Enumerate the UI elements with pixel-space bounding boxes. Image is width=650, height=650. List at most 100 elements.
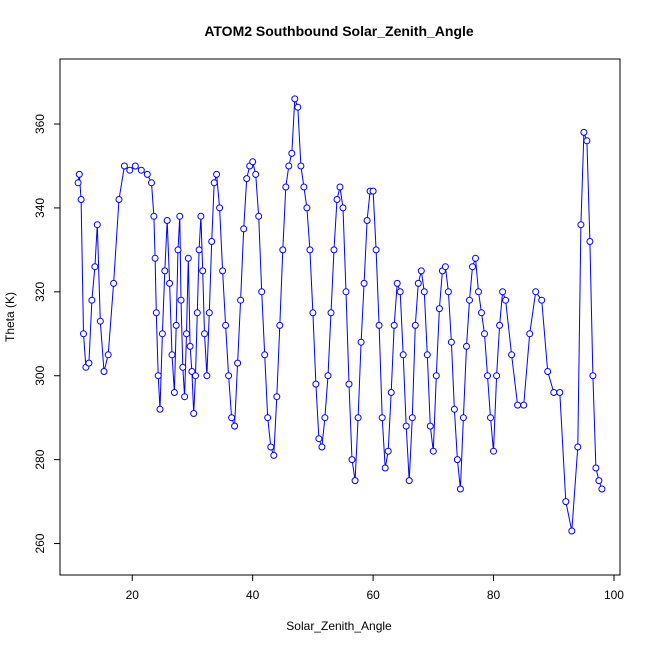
data-point bbox=[255, 212, 263, 220]
data-point bbox=[339, 204, 347, 212]
chart-title: ATOM2 Southbound Solar_Zenith_Angle bbox=[204, 23, 474, 39]
data-point bbox=[330, 246, 338, 254]
data-point bbox=[279, 246, 287, 254]
data-point bbox=[303, 204, 311, 212]
data-point bbox=[496, 321, 504, 329]
data-point bbox=[514, 401, 522, 409]
data-point bbox=[532, 288, 540, 296]
data-point bbox=[342, 288, 350, 296]
data-point bbox=[360, 279, 368, 287]
data-point bbox=[363, 217, 371, 224]
data-point bbox=[520, 401, 528, 409]
data-point bbox=[186, 342, 194, 350]
data-point bbox=[502, 296, 510, 304]
data-point bbox=[583, 137, 591, 145]
data-point bbox=[170, 389, 178, 396]
data-point bbox=[336, 183, 344, 191]
data-point bbox=[318, 443, 326, 451]
data-point bbox=[143, 170, 151, 178]
data-point bbox=[472, 254, 479, 262]
x-tick-label: 20 bbox=[126, 588, 140, 602]
data-point bbox=[538, 296, 546, 304]
data-point bbox=[387, 389, 395, 396]
data-point bbox=[429, 447, 437, 455]
data-point bbox=[381, 464, 389, 472]
data-point bbox=[423, 351, 431, 359]
data-point bbox=[405, 477, 413, 485]
data-point bbox=[435, 305, 443, 313]
data-point bbox=[484, 372, 491, 380]
data-point bbox=[369, 187, 377, 195]
data-point bbox=[197, 212, 205, 220]
y-tick-label: 320 bbox=[33, 281, 47, 301]
data-point bbox=[192, 372, 199, 380]
data-point bbox=[556, 389, 564, 396]
data-point bbox=[110, 279, 118, 287]
data-point bbox=[399, 351, 407, 359]
data-point bbox=[420, 288, 428, 296]
data-point bbox=[327, 309, 335, 317]
data-point bbox=[577, 221, 585, 229]
data-point bbox=[252, 170, 260, 178]
data-point bbox=[166, 279, 174, 287]
data-point bbox=[225, 372, 233, 380]
y-axis: 260 280 300 320 340 360 bbox=[33, 114, 60, 554]
data-point bbox=[91, 263, 99, 271]
data-point bbox=[174, 246, 182, 254]
y-tick-label: 340 bbox=[33, 198, 47, 218]
data-point bbox=[261, 351, 269, 359]
data-point bbox=[85, 359, 93, 367]
data-point bbox=[231, 422, 239, 430]
y-tick-label: 260 bbox=[33, 533, 47, 553]
data-point bbox=[499, 288, 507, 296]
x-tick-label: 100 bbox=[604, 588, 624, 602]
data-point bbox=[321, 414, 329, 422]
x-tick-label: 80 bbox=[487, 588, 501, 602]
data-point bbox=[508, 351, 516, 359]
series-layer bbox=[74, 95, 606, 535]
data-point bbox=[151, 254, 159, 262]
data-point bbox=[77, 196, 85, 203]
data-point bbox=[179, 363, 187, 371]
data-point bbox=[441, 263, 449, 271]
y-tick-label: 300 bbox=[33, 365, 47, 385]
data-point bbox=[378, 414, 386, 422]
data-point bbox=[393, 279, 401, 287]
data-point bbox=[201, 330, 208, 338]
data-point bbox=[249, 158, 257, 166]
data-point bbox=[589, 372, 597, 380]
data-point bbox=[463, 342, 470, 350]
data-point bbox=[598, 485, 606, 493]
data-point bbox=[447, 338, 455, 346]
data-point bbox=[234, 359, 242, 367]
data-point bbox=[177, 296, 185, 304]
data-point bbox=[199, 267, 207, 275]
data-point bbox=[243, 175, 251, 183]
data-point bbox=[184, 254, 192, 262]
data-point bbox=[190, 410, 198, 417]
data-point bbox=[580, 128, 588, 136]
data-point bbox=[469, 263, 476, 271]
data-point bbox=[163, 217, 171, 224]
data-point bbox=[152, 309, 160, 317]
data-point bbox=[273, 393, 281, 401]
data-point bbox=[574, 443, 582, 451]
data-point bbox=[414, 279, 422, 287]
data-point bbox=[161, 267, 169, 275]
plot-frame bbox=[59, 58, 621, 576]
x-axis: 20 40 60 80 100 bbox=[126, 575, 624, 602]
data-point bbox=[88, 296, 96, 304]
data-point bbox=[216, 204, 224, 212]
data-point bbox=[478, 309, 485, 317]
data-point bbox=[183, 330, 190, 338]
data-point bbox=[158, 330, 166, 338]
y-tick-label: 280 bbox=[33, 449, 47, 469]
data-point bbox=[550, 389, 558, 396]
data-point bbox=[481, 330, 488, 338]
data-point bbox=[96, 317, 104, 325]
data-point bbox=[291, 95, 299, 103]
data-point bbox=[154, 372, 162, 380]
data-point bbox=[282, 183, 290, 191]
data-point bbox=[487, 414, 494, 422]
y-tick-label: 360 bbox=[33, 114, 47, 134]
